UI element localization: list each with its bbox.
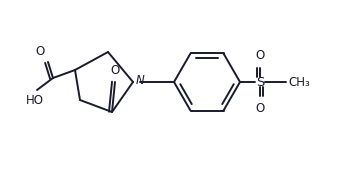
Text: S: S (256, 75, 264, 89)
Text: O: O (36, 45, 45, 58)
Text: O: O (255, 102, 265, 115)
Text: N: N (136, 74, 145, 88)
Text: CH₃: CH₃ (288, 75, 310, 89)
Text: HO: HO (26, 94, 44, 107)
Text: O: O (255, 49, 265, 62)
Text: O: O (110, 64, 120, 77)
